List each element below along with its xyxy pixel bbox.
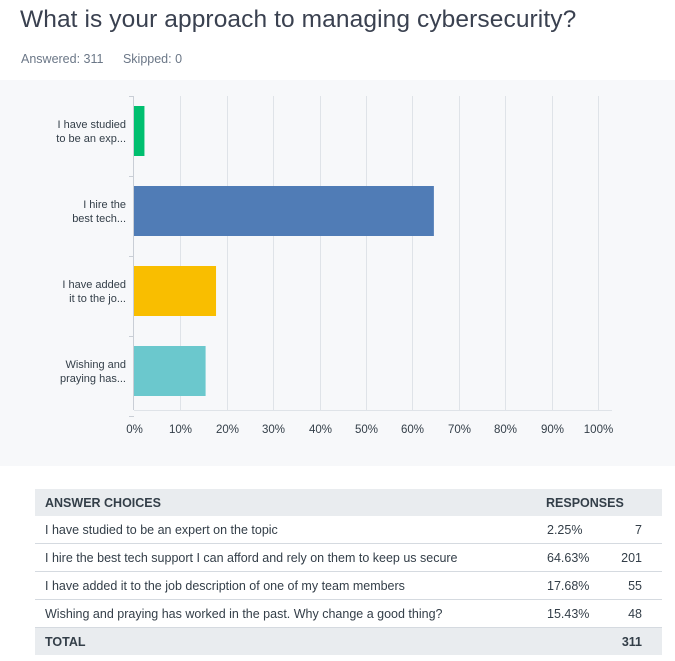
answer-table-container: ANSWER CHOICES RESPONSES I have studied … [35,489,662,655]
x-tick-label: 20% [216,424,239,436]
x-tick-label: 90% [541,424,564,436]
x-tick-label: 50% [355,424,378,436]
x-tick-label: 70% [448,424,471,436]
x-tick-label: 60% [401,424,424,436]
response-count-cell: 201 [606,543,662,572]
x-tick-label: 80% [494,424,517,436]
response-count-cell: 7 [606,516,662,544]
bar [134,346,206,396]
chart-panel [0,80,675,466]
bar [134,106,145,156]
x-tick-label: 30% [262,424,285,436]
table-row: I have studied to be an expert on the to… [35,516,662,544]
table-total-row: TOTAL 311 [35,627,662,656]
table-row: Wishing and praying has worked in the pa… [35,599,662,628]
category-label: it to the jo... [69,293,126,305]
bar-chart: 0% 10% 20% 30% 40% 50% 60% 70% 80% 90% 100% I have … [56,96,613,436]
table-header-row: ANSWER CHOICES RESPONSES [35,489,662,516]
response-percent-cell: 15.43% [546,599,606,628]
skipped-count: Skipped: 0 [122,52,183,66]
category-label: to be an exp... [56,133,126,145]
bar [134,266,217,316]
header-responses: RESPONSES [546,495,624,510]
table-row: I hire the best tech support I can affor… [35,543,662,572]
answer-choice-cell: Wishing and praying has worked in the pa… [35,599,546,628]
response-count-cell: 55 [606,571,662,600]
x-tick-label: 0% [126,424,143,436]
response-percent-cell: 2.25% [546,516,606,544]
response-stats: Answered: 311 Skipped: 0 [21,52,182,66]
bar [134,186,434,236]
category-label: Wishing and [65,359,126,371]
answer-choice-cell: I hire the best tech support I can affor… [35,543,546,572]
category-label: I hire the [83,199,126,211]
answered-count: Answered: 311 [21,52,104,66]
response-percent-cell: 64.63% [546,543,606,572]
category-label: praying has... [60,373,126,385]
answer-table: ANSWER CHOICES RESPONSES I have studied … [35,489,662,655]
question-title: What is your approach to managing cybers… [20,6,577,33]
x-tick-label: 10% [169,424,192,436]
x-tick-label: 40% [309,424,332,436]
total-percent [546,628,606,656]
total-count: 311 [621,634,642,649]
answer-choice-cell: I have added it to the job description o… [35,571,546,600]
response-percent-cell: 17.68% [546,571,606,600]
table-row: I have added it to the job description o… [35,571,662,600]
category-label: I have added [62,279,126,291]
x-tick-label: 100% [584,424,613,436]
category-label: I have studied [58,119,127,131]
response-count-cell: 48 [606,599,662,628]
category-label: best tech... [72,213,126,225]
total-label: TOTAL [45,634,86,649]
answer-choice-cell: I have studied to be an expert on the to… [35,516,546,544]
header-answer-choices: ANSWER CHOICES [45,495,161,510]
